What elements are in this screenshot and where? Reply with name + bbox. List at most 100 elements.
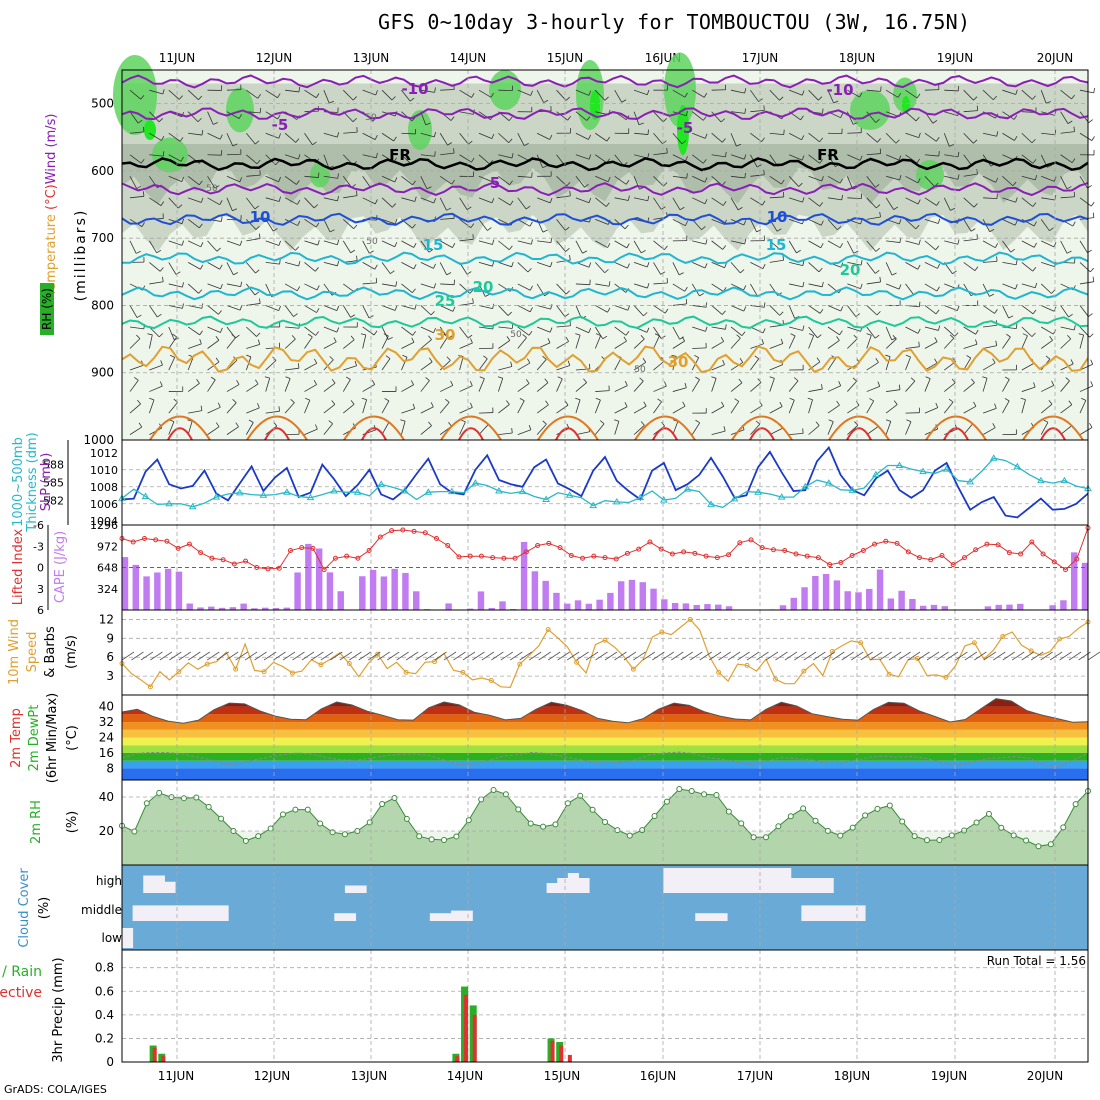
thickness-marker	[848, 486, 857, 493]
wind-barb	[738, 378, 743, 384]
wind-barb	[808, 335, 815, 349]
wind-barb	[827, 305, 841, 312]
surface-wind-barb	[623, 651, 637, 661]
wind-barb	[188, 132, 203, 136]
date-label-top: 18JUN	[839, 51, 876, 65]
wind-barb	[323, 423, 333, 435]
wind-barb	[905, 197, 919, 205]
wind-barb	[788, 305, 796, 319]
date-label-top: 14JUN	[450, 51, 487, 65]
wind-barb	[924, 378, 931, 392]
precip-convective-bar	[567, 1054, 572, 1062]
rh-contour-label: 50	[365, 113, 377, 123]
wind-barb	[789, 89, 803, 96]
surface-wind-barb	[225, 651, 239, 661]
wind-barb	[664, 381, 667, 387]
wind-barb	[633, 305, 644, 317]
wind-barb	[808, 218, 822, 226]
wind-barb	[808, 154, 820, 164]
wind-speed-marker	[517, 661, 523, 667]
wind-barb	[207, 240, 218, 252]
cape-bar	[402, 572, 409, 610]
wind-barb	[197, 117, 202, 123]
chart-title: GFS 0~10day 3-hourly for TOMBOUCTOU (3W,…	[378, 10, 971, 34]
wind-barb	[1002, 240, 1012, 253]
lifted-index-marker	[961, 555, 967, 561]
surface-wind-barb	[434, 651, 447, 661]
wind-barb	[801, 135, 805, 141]
wind-barb	[1060, 425, 1072, 435]
wind-barb	[898, 284, 902, 290]
wind-barb	[149, 326, 160, 338]
wind-barb	[362, 262, 376, 270]
wind-barb	[855, 313, 861, 317]
rh-marker	[899, 818, 906, 825]
legend-total-rain: Total / Rain	[0, 964, 42, 980]
surface-wind-barb	[756, 651, 769, 661]
wind-barb	[517, 326, 530, 336]
wind-barb	[743, 306, 747, 312]
cloud-cell	[684, 868, 696, 893]
wind-barb	[226, 426, 239, 435]
rh-marker	[924, 837, 930, 844]
surface-wind-barb	[566, 651, 580, 661]
wind-barb	[837, 226, 842, 231]
wind-barb	[932, 120, 938, 124]
wind-barb	[925, 376, 931, 379]
surface-wind-barb	[576, 651, 589, 661]
lifted-index-marker	[860, 548, 866, 553]
wind-barb	[721, 181, 726, 186]
rh-marker	[750, 834, 757, 841]
wind-barb	[565, 336, 569, 342]
wind-barb	[950, 207, 956, 211]
cape-bar	[704, 604, 711, 610]
axis-label-wind-barbs: & Barbs	[43, 626, 58, 678]
surface-wind-barb	[680, 651, 693, 661]
wind-barb	[1021, 283, 1036, 289]
wind-barb	[604, 269, 609, 274]
rh-marker	[577, 792, 584, 799]
wind-barb	[381, 283, 396, 287]
lifted-index-marker	[535, 543, 541, 549]
wind-barb	[982, 376, 988, 379]
wind-barb	[478, 378, 485, 392]
wind-barb	[439, 197, 447, 211]
wind-barb	[478, 154, 490, 165]
wind-barb	[963, 326, 976, 335]
rh-contour-label: 50	[366, 237, 378, 247]
wind-barb	[1079, 197, 1092, 207]
wind-barb	[975, 339, 978, 345]
wind-barb	[1032, 159, 1037, 164]
wind-barb	[847, 424, 859, 435]
pressure-tick: 900	[91, 366, 114, 380]
wind-barb	[491, 176, 495, 182]
wind-barb	[827, 175, 841, 184]
temperature-bands	[122, 698, 1088, 780]
surface-wind-barb	[822, 651, 836, 661]
wind-barb	[924, 305, 937, 315]
wind-barb	[818, 96, 823, 101]
wind-barb	[430, 402, 434, 408]
wind-barb	[129, 364, 144, 371]
cloud-cell	[790, 878, 802, 893]
wind-barb	[381, 218, 396, 225]
rh-contour-label: 50	[634, 365, 646, 375]
wind-barb	[646, 262, 650, 268]
wind-barb	[201, 303, 204, 309]
wind-barb	[323, 197, 338, 202]
wind-barb	[762, 200, 766, 206]
wind-barb	[653, 262, 662, 275]
wind-barb	[639, 377, 644, 382]
wind-barb	[705, 239, 708, 245]
thickness-marker	[188, 502, 197, 510]
wind-barb	[724, 262, 727, 268]
wind-barb	[528, 331, 533, 336]
wind-barb	[944, 89, 959, 92]
wind-speed-marker	[403, 669, 409, 675]
wind-speed-marker	[744, 662, 750, 668]
wind-barb	[866, 197, 877, 209]
wind-barb	[168, 326, 175, 341]
rh-marker	[366, 819, 373, 826]
wind-barb	[149, 305, 158, 318]
cape-bar	[607, 592, 614, 610]
